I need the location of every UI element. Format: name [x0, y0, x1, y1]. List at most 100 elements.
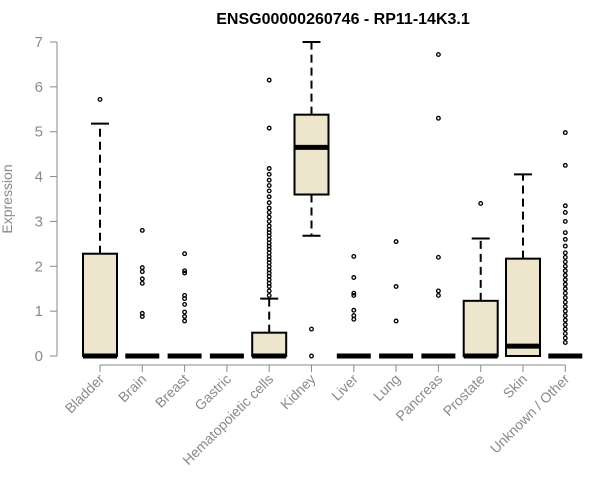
- chart-title: ENSG00000260746 - RP11-14K3.1: [216, 11, 470, 28]
- outlier-point: [139, 276, 145, 282]
- outlier-point: [182, 301, 188, 307]
- outlier-point: [562, 286, 568, 292]
- outlier-point: [351, 275, 357, 280]
- outlier-point: [562, 340, 568, 345]
- box-iqr: [462, 299, 499, 357]
- box-group: [421, 52, 456, 359]
- outlier-point: [351, 290, 357, 296]
- x-tick-label: Lung: [370, 371, 403, 404]
- x-tick-label: Skin: [500, 371, 531, 402]
- outlier-point: [97, 96, 103, 102]
- box-iqr: [505, 257, 541, 357]
- outlier-point: [562, 236, 568, 242]
- outlier-point: [266, 177, 272, 183]
- outlier-point: [351, 307, 357, 313]
- outlier-point: [562, 130, 568, 136]
- y-tick-label: 2: [35, 258, 43, 275]
- outlier-point: [562, 263, 568, 269]
- outlier-point: [266, 166, 272, 171]
- outlier-point: [139, 269, 145, 275]
- box-iqr: [293, 113, 330, 196]
- outlier-point: [562, 281, 568, 287]
- outlier-point: [139, 265, 145, 271]
- outlier-point: [562, 230, 568, 236]
- outlier-point: [351, 292, 357, 298]
- outlier-point: [266, 210, 272, 215]
- box-iqr: [251, 331, 288, 357]
- outlier-point: [266, 223, 272, 229]
- box-group: [336, 253, 371, 359]
- outlier-point: [139, 227, 145, 233]
- outlier-point: [562, 203, 568, 209]
- outlier-point: [266, 125, 272, 131]
- outlier-point: [351, 253, 357, 259]
- y-tick-label: 3: [35, 213, 43, 230]
- outlier-point: [393, 239, 399, 245]
- box-group: [293, 41, 330, 359]
- outlier-point: [182, 314, 188, 319]
- outlier-point: [562, 322, 568, 328]
- outlier-point: [266, 200, 272, 206]
- box-group: [548, 130, 583, 359]
- outlier-point: [562, 162, 568, 168]
- outlier-point: [393, 318, 399, 324]
- x-tick-label: Prostate: [440, 371, 488, 419]
- outlier-point: [266, 292, 272, 298]
- outlier-point: [182, 270, 188, 276]
- outlier-point: [182, 268, 188, 274]
- outlier-point: [266, 77, 272, 83]
- outlier-point: [435, 292, 441, 298]
- outlier-point: [562, 313, 568, 319]
- y-tick-label: 6: [35, 79, 43, 96]
- outlier-point: [562, 308, 568, 314]
- outlier-point: [562, 254, 568, 260]
- outlier-point: [562, 272, 568, 278]
- outlier-point: [562, 277, 568, 283]
- y-tick-label: 1: [35, 303, 43, 320]
- x-tick-label: Brain: [115, 371, 149, 405]
- y-tick-label: 7: [35, 34, 43, 51]
- x-tick-label: Liver: [328, 371, 361, 404]
- outlier-point: [266, 205, 272, 211]
- outlier-point: [182, 292, 188, 298]
- outlier-point: [562, 210, 568, 215]
- x-tick-label: Pancreas: [392, 371, 445, 424]
- x-tick-label: Breast: [152, 371, 192, 411]
- x-tick-label: Unknown / Other: [487, 371, 573, 457]
- x-tick-label: Bladder: [62, 371, 108, 417]
- outlier-point: [266, 194, 272, 200]
- outlier-point: [435, 288, 441, 294]
- outlier-point: [562, 250, 568, 256]
- outlier-point: [562, 268, 568, 274]
- outlier-point: [562, 243, 568, 249]
- outlier-point: [182, 251, 188, 257]
- box-group: [251, 77, 288, 359]
- outlier-point: [562, 331, 568, 337]
- outlier-point: [266, 183, 272, 188]
- outlier-point: [266, 188, 272, 194]
- outlier-point: [266, 214, 272, 220]
- box-group: [82, 96, 118, 359]
- outlier-point: [435, 115, 441, 121]
- box-group: [167, 251, 202, 359]
- outlier-point: [562, 317, 568, 323]
- box-group: [505, 173, 541, 357]
- outlier-point: [435, 52, 441, 58]
- outlier-point: [435, 254, 441, 260]
- outlier-point: [562, 299, 568, 305]
- outlier-point: [139, 310, 145, 316]
- outlier-point: [182, 309, 188, 315]
- plot-area: [82, 41, 583, 359]
- outlier-point: [478, 201, 484, 206]
- outlier-point: [562, 304, 568, 310]
- box-group: [125, 227, 160, 359]
- y-tick-label: 5: [35, 124, 43, 141]
- outlier-point: [562, 218, 568, 224]
- y-tick-label: 4: [35, 169, 43, 186]
- outlier-point: [562, 259, 568, 265]
- outlier-point: [266, 171, 272, 177]
- outlier-point: [266, 288, 272, 294]
- outlier-point: [562, 335, 568, 341]
- outlier-point: [351, 313, 357, 319]
